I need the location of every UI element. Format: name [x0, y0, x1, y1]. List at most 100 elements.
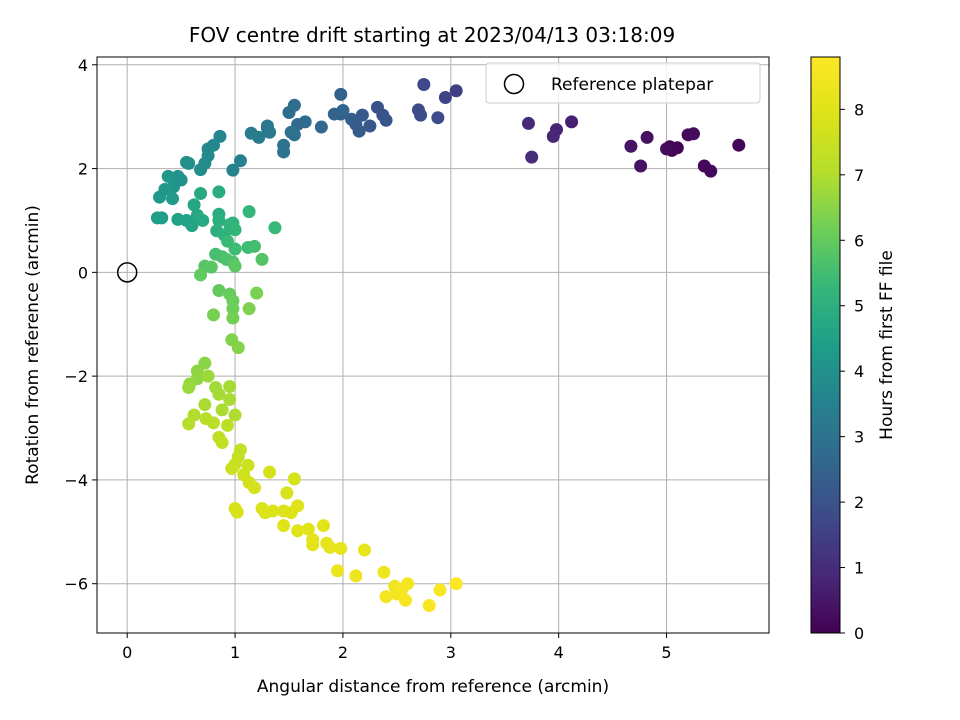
data-point	[194, 268, 208, 282]
data-point	[194, 186, 208, 200]
x-tick-label: 2	[338, 643, 348, 662]
data-point	[187, 198, 201, 212]
data-point	[358, 543, 372, 557]
colorbar	[810, 56, 841, 634]
data-point	[301, 522, 315, 536]
data-point	[449, 84, 463, 98]
colorbar-ticks: 0 1 2 3 4 5 6 7 8	[840, 100, 864, 643]
data-point	[212, 185, 226, 199]
data-point	[334, 541, 348, 555]
data-point	[323, 540, 337, 554]
data-point	[242, 302, 256, 316]
data-point	[182, 417, 196, 431]
plot-frame	[96, 56, 770, 634]
data-point	[306, 538, 320, 552]
data-point	[233, 154, 247, 168]
data-point	[291, 499, 305, 513]
y-tick-label: −2	[64, 367, 88, 386]
data-point	[401, 577, 415, 591]
data-point	[640, 130, 654, 144]
data-point	[228, 259, 242, 273]
data-point	[226, 163, 240, 177]
data-point	[363, 119, 377, 133]
data-point	[565, 115, 579, 129]
data-point	[525, 150, 539, 164]
data-point	[226, 311, 240, 325]
data-point	[212, 284, 226, 298]
x-tick-label: 5	[661, 643, 671, 662]
data-point	[377, 565, 391, 579]
x-axis-label: Angular distance from reference (arcmin)	[257, 677, 609, 697]
x-tick-label: 3	[446, 643, 456, 662]
data-point	[263, 465, 277, 479]
legend-box	[485, 62, 761, 104]
data-point	[287, 128, 301, 142]
data-point	[438, 90, 452, 104]
data-point	[732, 138, 746, 152]
data-point	[345, 112, 359, 126]
data-point	[336, 103, 350, 117]
data-point	[206, 308, 220, 322]
data-point	[546, 129, 560, 143]
data-point	[247, 239, 261, 253]
data-point	[215, 403, 229, 417]
data-point	[355, 108, 369, 122]
data-point	[634, 159, 648, 173]
data-point	[431, 111, 445, 125]
data-point	[182, 381, 196, 395]
x-tick-label: 1	[230, 643, 240, 662]
data-point	[414, 108, 428, 122]
y-tick-label: −6	[64, 575, 88, 594]
data-point	[228, 223, 242, 237]
data-point	[166, 192, 180, 206]
data-point	[433, 583, 447, 597]
legend-marker	[503, 73, 525, 95]
data-point	[247, 481, 261, 495]
data-point	[277, 145, 291, 159]
data-point	[379, 590, 393, 604]
data-point	[226, 302, 240, 316]
data-point	[349, 569, 363, 583]
data-point	[228, 242, 242, 256]
colorbar-tick-label: 1	[854, 559, 864, 578]
y-tick-label: −4	[64, 471, 88, 490]
data-point	[704, 164, 718, 178]
colorbar-tick-label: 2	[854, 493, 864, 512]
reference-platepar-marker	[116, 262, 138, 283]
data-point	[280, 486, 294, 500]
y-tick-label: 2	[78, 160, 88, 179]
data-point	[334, 87, 348, 101]
legend-entry-reference: Reference platepar	[551, 75, 713, 95]
data-point	[291, 524, 305, 538]
data-point	[660, 142, 674, 156]
data-point	[153, 190, 167, 204]
y-axis-ticks: −6 −4 −2 0 2 4	[64, 56, 97, 594]
data-point	[204, 260, 218, 274]
data-point	[150, 211, 164, 225]
data-point	[686, 127, 700, 141]
data-point	[221, 418, 235, 432]
data-point	[422, 598, 436, 612]
data-point	[255, 252, 269, 266]
data-point	[250, 286, 264, 300]
data-point	[230, 505, 244, 519]
data-point	[379, 113, 393, 127]
data-point	[314, 120, 328, 134]
chart-title: FOV centre drift starting at 2023/04/13 …	[189, 23, 675, 47]
x-axis-ticks: 0 1 2 3 4 5	[122, 633, 672, 662]
data-point	[398, 593, 412, 607]
data-point	[206, 416, 220, 430]
y-tick-label: 0	[78, 263, 88, 282]
data-point	[242, 205, 256, 219]
data-point	[287, 98, 301, 112]
colorbar-tick-label: 5	[854, 297, 864, 316]
data-point	[449, 577, 463, 591]
data-point	[228, 408, 242, 422]
y-tick-label: 4	[78, 56, 88, 75]
x-tick-label: 4	[554, 643, 564, 662]
data-point	[225, 462, 239, 476]
colorbar-label: Hours from first FF file	[877, 250, 897, 440]
colorbar-tick-label: 7	[854, 166, 864, 185]
data-point	[287, 472, 301, 486]
data-point	[268, 221, 282, 235]
